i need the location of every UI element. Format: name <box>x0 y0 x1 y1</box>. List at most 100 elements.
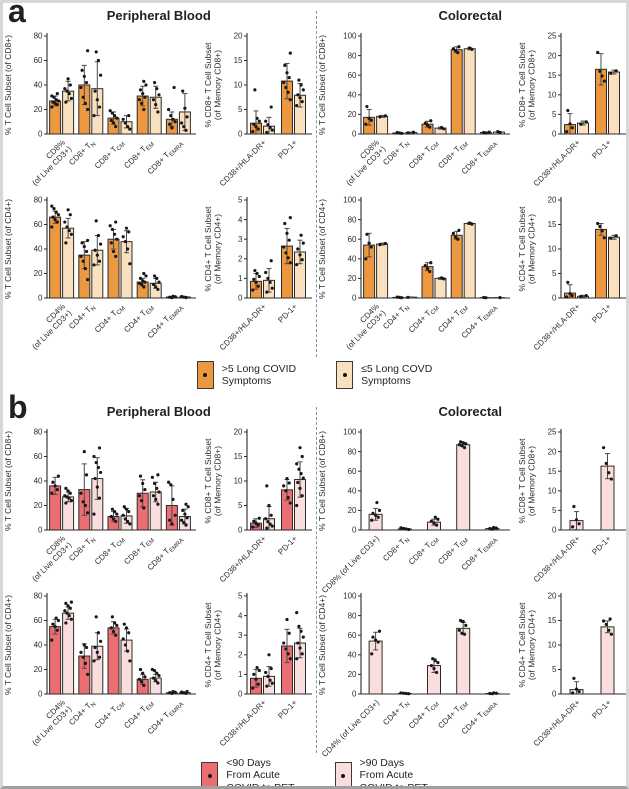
svg-text:0: 0 <box>238 294 243 303</box>
svg-text:0: 0 <box>352 130 357 139</box>
svg-text:60: 60 <box>348 235 357 244</box>
panel-a-titles: Peripheral Blood Colorectal <box>3 3 626 28</box>
svg-text:4: 4 <box>238 611 243 620</box>
svg-text:5: 5 <box>238 501 243 510</box>
chart-b-peripheral-cd8-memory: 0 5 10 15 20 % CD8+ T Cell Subset (of Memory C… <box>203 428 312 584</box>
svg-text:40: 40 <box>34 641 43 650</box>
svg-text:0: 0 <box>552 690 557 699</box>
b-peripheral-cd4-charts: 0 20 40 60 80% T Cell Subset (of CD4+) CD4%(o… <box>3 588 317 752</box>
svg-text:0: 0 <box>38 130 43 139</box>
svg-text:10: 10 <box>234 81 243 90</box>
svg-text:0: 0 <box>38 526 43 535</box>
chart-a-peripheral-cd8-subsets: 0 20 40 60 80 % T Cell Subset (of CD8+) CD8%(o… <box>3 32 196 188</box>
a-peripheral-cd4-charts: 0 20 40 60 80% T Cell Subset (of CD4+) CD4%(o… <box>3 192 317 356</box>
svg-text:% T Cell Subset (of CD4+): % T Cell Subset (of CD4+) <box>317 595 327 695</box>
svg-text:% CD8+ T Cell Subset: % CD8+ T Cell Subset <box>203 42 213 128</box>
svg-text:1: 1 <box>238 670 243 679</box>
svg-text:0: 0 <box>352 526 357 535</box>
svg-text:20: 20 <box>548 51 557 60</box>
svg-text:CD38+/HLA-DR+: CD38+/HLA-DR+ <box>218 302 268 352</box>
svg-text:CD8%(of Live CD3+): CD8%(of Live CD3+) <box>338 138 388 188</box>
svg-text:20: 20 <box>348 506 357 515</box>
svg-text:% T Cell Subset (of CD8+): % T Cell Subset (of CD8+) <box>317 35 327 135</box>
svg-text:15: 15 <box>548 71 557 80</box>
svg-text:0: 0 <box>552 526 557 535</box>
svg-text:3: 3 <box>238 631 243 640</box>
a-peripheral-cd8-charts: 0 20 40 60 80 % T Cell Subset (of CD8+) CD8%(o… <box>3 28 317 192</box>
svg-text:60: 60 <box>348 71 357 80</box>
svg-text:0: 0 <box>238 690 243 699</box>
svg-text:CD8%(of Live CD3+): CD8%(of Live CD3+) <box>24 534 74 584</box>
svg-text:CD8%(of Live CD3+): CD8%(of Live CD3+) <box>24 138 74 188</box>
svg-text:20: 20 <box>348 110 357 119</box>
svg-text:15: 15 <box>234 56 243 65</box>
svg-text:25: 25 <box>548 428 557 437</box>
svg-text:0: 0 <box>238 526 243 535</box>
svg-text:PD-1+: PD-1+ <box>276 138 299 161</box>
panel-b-label: b <box>8 389 28 425</box>
svg-text:(of Memory CD4+): (of Memory CD4+) <box>213 214 223 284</box>
svg-text:40: 40 <box>348 255 357 264</box>
svg-text:0: 0 <box>552 130 557 139</box>
section-title-colorectal-b: Colorectal <box>438 404 503 419</box>
legend-a: >5 Long COVID Symptoms ≤5 Long COVD Symp… <box>3 361 626 389</box>
legend-label-le5-symptoms: ≤5 Long COVD Symptoms <box>361 362 433 387</box>
svg-text:% T Cell Subset (of CD8+): % T Cell Subset (of CD8+) <box>3 431 13 531</box>
legend-swatch-lt90-days <box>201 761 219 786</box>
svg-text:40: 40 <box>34 477 43 486</box>
svg-text:CD4+ TCM: CD4+ TCM <box>93 698 127 732</box>
svg-text:CD8% (of Live CD3+): CD8% (of Live CD3+) <box>320 534 381 595</box>
svg-text:5: 5 <box>238 592 243 601</box>
svg-text:(of Memory CD8+): (of Memory CD8+) <box>213 446 223 516</box>
chart-b-colorectal-cd8-subsets: 0 20 40 60 80 100 % T Cell Subset (of CD8+) CD8… <box>317 428 510 595</box>
svg-text:0: 0 <box>352 294 357 303</box>
svg-text:3: 3 <box>238 235 243 244</box>
svg-text:5: 5 <box>552 110 557 119</box>
svg-text:20: 20 <box>548 592 557 601</box>
svg-text:2: 2 <box>238 255 243 264</box>
svg-text:40: 40 <box>348 91 357 100</box>
b-colorectal-cd4-charts: 0 20 40 60 80 100% T Cell Subset (of CD4+) CD4… <box>317 588 626 759</box>
svg-text:% CD4+ T Cell Subset: % CD4+ T Cell Subset <box>203 602 213 688</box>
svg-text:100: 100 <box>343 32 357 41</box>
svg-text:% T Cell Subset (of CD8+): % T Cell Subset (of CD8+) <box>3 35 13 135</box>
chart-b-peripheral-cd4-subsets: 0 20 40 60 80 % T Cell Subset (of CD4+) CD4%(o… <box>3 592 196 747</box>
legend-label-lt90-days: <90 Days From Acute COVID to PET <box>226 757 295 789</box>
svg-text:60: 60 <box>348 467 357 476</box>
legend-swatch-gt5-symptoms <box>196 361 214 389</box>
svg-text:20: 20 <box>34 665 43 674</box>
svg-text:10: 10 <box>548 641 557 650</box>
svg-text:(of Memory CD8+): (of Memory CD8+) <box>213 50 223 120</box>
svg-text:20: 20 <box>548 196 557 205</box>
svg-text:80: 80 <box>34 32 43 41</box>
svg-text:0: 0 <box>352 690 357 699</box>
dashed-divider-a <box>316 11 317 357</box>
svg-text:40: 40 <box>348 651 357 660</box>
svg-text:20: 20 <box>234 428 243 437</box>
panel-a-label: a <box>8 0 26 29</box>
chart-a-peripheral-cd8-memory: 0 5 10 15 20 % CD8+ T Cell Subset (of Memory C… <box>203 32 312 188</box>
svg-text:80: 80 <box>348 215 357 224</box>
section-title-peripheral-blood-b: Peripheral Blood <box>106 404 211 419</box>
svg-text:CD4+ TCM: CD4+ TCM <box>407 698 441 732</box>
svg-text:(of Memory CD8+): (of Memory CD8+) <box>527 446 537 516</box>
svg-text:0: 0 <box>552 294 557 303</box>
svg-text:% T Cell Subset (of CD8+): % T Cell Subset (of CD8+) <box>317 431 327 531</box>
section-title-colorectal-a: Colorectal <box>438 8 503 23</box>
svg-text:% CD8+ T Cell Subset: % CD8+ T Cell Subset <box>517 438 527 524</box>
svg-text:25: 25 <box>548 32 557 41</box>
svg-text:0: 0 <box>38 294 43 303</box>
svg-text:CD8+ TCM: CD8+ TCM <box>407 138 441 172</box>
svg-text:20: 20 <box>348 670 357 679</box>
svg-text:40: 40 <box>34 81 43 90</box>
svg-text:CD4% (of Live CD3+): CD4% (of Live CD3+) <box>320 698 381 759</box>
svg-text:CD38+/HLA-DR+: CD38+/HLA-DR+ <box>218 698 268 748</box>
svg-text:CD38+/HLA-DR+: CD38+/HLA-DR+ <box>218 534 268 584</box>
dashed-divider-b <box>316 407 317 753</box>
svg-text:80: 80 <box>34 592 43 601</box>
chart-b-colorectal-cd4-memory: 0 5 10 15 20 % CD4+ T Cell Subset (of Memory C… <box>517 592 626 748</box>
svg-text:CD38+/HLA-DR+: CD38+/HLA-DR+ <box>532 534 582 584</box>
svg-text:CD38+/HLA-DR+: CD38+/HLA-DR+ <box>532 698 582 748</box>
svg-text:CD4+ TCM: CD4+ TCM <box>407 302 441 336</box>
